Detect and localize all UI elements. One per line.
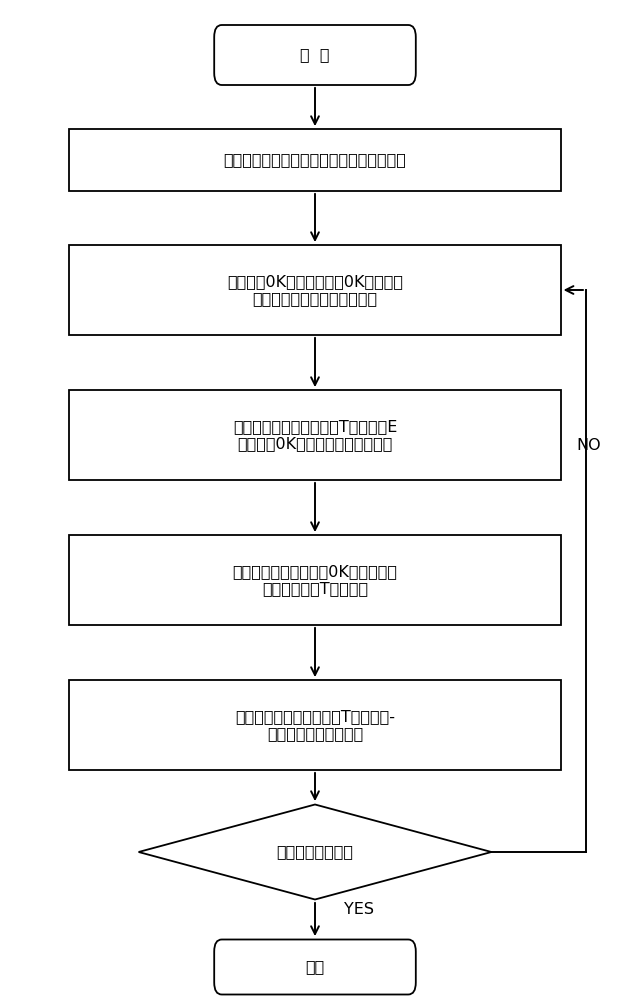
Bar [69, 535, 561, 625]
Bar [69, 390, 561, 480]
Text: 开  始: 开 始 [301, 47, 329, 62]
Text: YES: YES [344, 902, 374, 918]
Text: 读取核素0K核数据，得到0K温度下截
面的极点数组与对应的能量点: 读取核素0K核数据，得到0K温度下截 面的极点数组与对应的能量点 [227, 274, 403, 306]
Polygon shape [139, 804, 491, 900]
Bar [69, 129, 561, 191]
Bar [69, 245, 561, 335]
Text: 多区域多线程并行计算0K各极点对应
能量点在温度T下的截面: 多区域多线程并行计算0K各极点对应 能量点在温度T下的截面 [232, 564, 398, 596]
Text: NO: NO [576, 438, 602, 452]
Text: 理论推导得到核素在温度T下的能量E
处截面以0K温度下极点表示的形式: 理论推导得到核素在温度T下的能量E 处截面以0K温度下极点表示的形式 [233, 419, 397, 451]
Bar [69, 680, 561, 770]
FancyBboxPatch shape [214, 940, 416, 994]
FancyBboxPatch shape [214, 25, 416, 85]
Text: 所有核素处理完毕: 所有核素处理完毕 [277, 844, 353, 859]
Text: 结束: 结束 [306, 960, 324, 974]
Text: 读取材料输入文件得到所有需要计算的核素: 读取材料输入文件得到所有需要计算的核素 [224, 152, 406, 167]
Text: 根据容忍误差值重建温度T下的能量-
截面网格，并得到截面: 根据容忍误差值重建温度T下的能量- 截面网格，并得到截面 [235, 709, 395, 741]
